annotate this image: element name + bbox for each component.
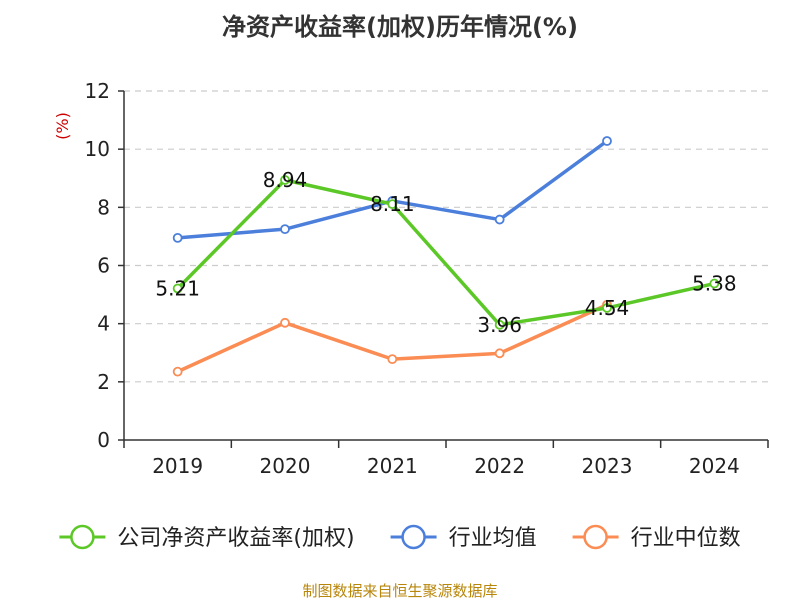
- data-label-2021: 8.11: [370, 192, 415, 216]
- y-tick-label-10: 10: [85, 137, 110, 161]
- point-0-2024: [709, 278, 720, 289]
- legend-marker-1: [401, 524, 426, 550]
- legend-label-1: 行业均值: [449, 526, 537, 551]
- x-tick-label-2019: 2019: [152, 454, 203, 478]
- point-0-2023: [602, 303, 612, 313]
- chart-title: 净资产收益率(加权)历年情况(%): [222, 13, 578, 41]
- data-labels: 5.21 8.94 8.11 3.96 4.54 5.38: [155, 168, 736, 337]
- legend-marker-2: [583, 524, 608, 550]
- grid-lines: [124, 90, 768, 383]
- y-tick-label-8: 8: [97, 195, 110, 219]
- axes: [118, 90, 769, 448]
- legend-label-0: 公司净资产收益率(加权): [117, 526, 354, 551]
- x-tick-label-2022: 2022: [474, 454, 525, 478]
- data-label-2022: 3.96: [477, 313, 522, 337]
- y-axis-label: (%): [53, 112, 72, 140]
- series-2: [172, 299, 612, 377]
- legend-item-2[interactable]: 行业中位数: [572, 524, 741, 551]
- x-tick-labels: 2019 2020 2021 2022 2023 2024: [152, 454, 740, 478]
- point-0-2022: [494, 319, 505, 330]
- x-tick-label-2023: 2023: [582, 454, 633, 478]
- legend-marker-0: [70, 524, 95, 550]
- y-tick-label-6: 6: [97, 254, 110, 278]
- data-label-2024: 5.38: [692, 272, 737, 296]
- data-label-2020: 8.94: [263, 168, 308, 192]
- x-tick-label-2021: 2021: [367, 454, 418, 478]
- series-0: [172, 175, 720, 330]
- point-1-2019: [172, 232, 183, 243]
- source-note: 制图数据来自恒生聚源数据库: [302, 582, 497, 600]
- point-0-2021: [387, 199, 398, 210]
- point-1-2022: [494, 214, 505, 225]
- legend-item-1[interactable]: 行业均值: [390, 524, 537, 551]
- series-lines: [172, 136, 720, 377]
- point-2-2021: [387, 354, 398, 365]
- point-0-2020: [280, 175, 290, 185]
- legend-item-0[interactable]: 公司净资产收益率(加权): [59, 524, 355, 551]
- series-line-0: [176, 178, 715, 327]
- point-2-2022: [494, 348, 505, 359]
- data-label-2019: 5.21: [155, 276, 200, 300]
- point-1-2023: [602, 136, 612, 146]
- y-tick-label-12: 12: [85, 79, 110, 103]
- data-label-2023: 4.54: [585, 296, 630, 320]
- legend-label-2: 行业中位数: [631, 526, 741, 551]
- x-tick-label-2020: 2020: [260, 454, 311, 478]
- legend: 公司净资产收益率(加权) 行业均值 行业中位数: [59, 524, 741, 551]
- point-2-2020: [280, 317, 290, 328]
- y-tick-labels: 0 2 4 6 8 10 12: [85, 79, 110, 452]
- point-0-2019: [172, 283, 183, 294]
- x-tick-label-2024: 2024: [689, 454, 740, 478]
- y-tick-label-2: 2: [97, 370, 110, 394]
- point-2-2019: [172, 366, 183, 377]
- y-tick-label-0: 0: [97, 428, 110, 452]
- y-tick-label-4: 4: [97, 312, 110, 336]
- point-1-2020: [280, 224, 290, 235]
